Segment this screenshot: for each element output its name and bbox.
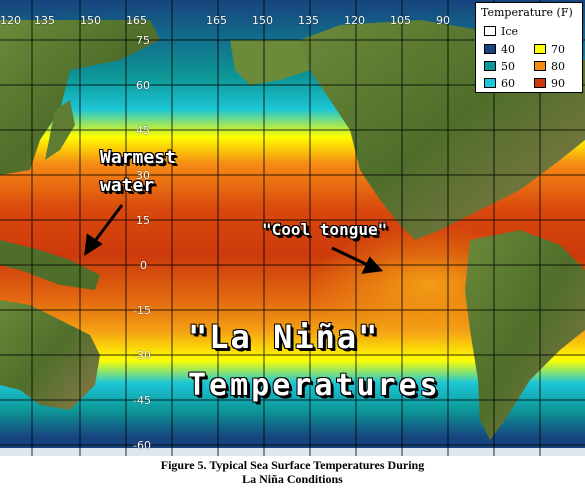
legend-swatch-ice bbox=[484, 26, 496, 36]
latitude-label: 15 bbox=[136, 214, 150, 227]
south-america-landmass bbox=[465, 230, 585, 440]
legend-label-50: 50 bbox=[501, 60, 515, 73]
sea-surface-temperature-map: 120 135 150 165 165 150 135 120 105 90 7… bbox=[0, 0, 585, 456]
warmest-water-arrowhead bbox=[84, 233, 103, 256]
temperature-legend: Temperature (F) Ice 40 50 60 70 80 90 bbox=[475, 2, 583, 93]
caption-line2: La Niña Conditions bbox=[242, 472, 343, 486]
latitude-label: -30 bbox=[133, 349, 151, 362]
legend-label-80: 80 bbox=[551, 60, 565, 73]
latitude-label: 60 bbox=[136, 79, 150, 92]
cool-tongue-label: "Cool tongue" bbox=[262, 220, 388, 239]
legend-title: Temperature (F) bbox=[481, 6, 573, 19]
legend-swatch-80 bbox=[534, 61, 546, 71]
legend-swatch-40 bbox=[484, 44, 496, 54]
longitude-label: 135 bbox=[34, 14, 55, 27]
cool-tongue-arrow bbox=[331, 246, 371, 268]
longitude-label: 135 bbox=[298, 14, 319, 27]
figure-caption: Figure 5. Typical Sea Surface Temperatur… bbox=[0, 458, 585, 486]
longitude-label: 150 bbox=[80, 14, 101, 27]
longitude-label: 120 bbox=[344, 14, 365, 27]
legend-label-70: 70 bbox=[551, 43, 565, 56]
legend-label-40: 40 bbox=[501, 43, 515, 56]
longitude-label: 150 bbox=[252, 14, 273, 27]
antarctica-edge bbox=[0, 448, 585, 456]
longitude-label: 165 bbox=[126, 14, 147, 27]
longitude-label: 165 bbox=[206, 14, 227, 27]
legend-swatch-70 bbox=[534, 44, 546, 54]
asia-landmass bbox=[0, 20, 160, 175]
legend-label-90: 90 bbox=[551, 77, 565, 90]
latitude-label: 0 bbox=[140, 259, 147, 272]
latitude-label: -15 bbox=[133, 304, 151, 317]
longitude-label: 120 bbox=[0, 14, 21, 27]
latitude-label: 45 bbox=[136, 124, 150, 137]
warmest-water-label-line2: water bbox=[100, 175, 155, 196]
legend-swatch-90 bbox=[534, 78, 546, 88]
warmest-water-label-line1: Warmest bbox=[100, 147, 176, 168]
temperatures-headline: Temperatures bbox=[188, 368, 441, 403]
latitude-label: 75 bbox=[136, 34, 150, 47]
cool-tongue-arrowhead bbox=[361, 256, 384, 274]
latitude-label: -45 bbox=[133, 394, 151, 407]
legend-label-60: 60 bbox=[501, 77, 515, 90]
legend-swatch-50 bbox=[484, 61, 496, 71]
legend-swatch-60 bbox=[484, 78, 496, 88]
latitude-label: -60 bbox=[133, 439, 151, 452]
legend-label-ice: Ice bbox=[501, 25, 519, 38]
annotation-arrows bbox=[84, 204, 384, 274]
warmest-water-arrow bbox=[90, 204, 124, 246]
longitude-label: 90 bbox=[436, 14, 450, 27]
alaska-landmass bbox=[230, 40, 310, 85]
la-nina-headline: "La Niña" bbox=[188, 318, 380, 356]
latitude-label: 30 bbox=[136, 169, 150, 182]
caption-line1: Figure 5. Typical Sea Surface Temperatur… bbox=[160, 458, 425, 472]
longitude-label: 105 bbox=[390, 14, 411, 27]
